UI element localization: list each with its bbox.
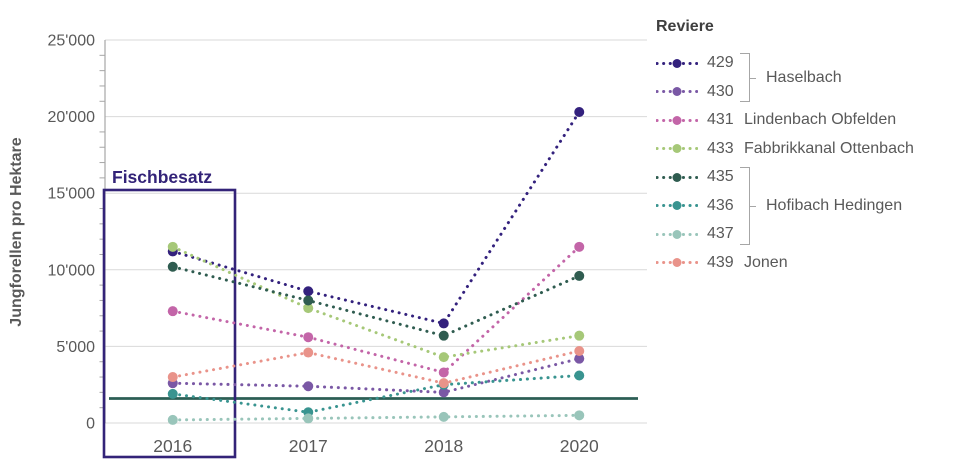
legend-swatch-icon bbox=[656, 87, 698, 97]
legend-item-433: 433 Fabbrikkanal Ottenbach bbox=[656, 135, 956, 164]
y-tick-label-0: 0 bbox=[86, 416, 95, 433]
series-line-437 bbox=[171, 413, 581, 422]
x-tick-label-2020: 2020 bbox=[560, 436, 599, 456]
legend-rows: 429 430 431 Lindenbach Obfelden 433 Fabbrikka… bbox=[656, 49, 956, 277]
point-433-2018 bbox=[438, 352, 449, 363]
legend-item-429: 429 bbox=[656, 49, 956, 78]
legend-item-id: 435 bbox=[707, 168, 734, 186]
point-429-2018 bbox=[438, 318, 449, 329]
legend-swatch-icon bbox=[656, 115, 698, 125]
point-439-2018 bbox=[438, 378, 449, 389]
legend-item-id: 437 bbox=[707, 225, 734, 243]
legend-bracket-nub-icon bbox=[749, 77, 756, 79]
legend-item-id: 431 bbox=[707, 111, 734, 129]
legend-item-435: 435 bbox=[656, 163, 956, 192]
y-tick-label-15000: 15'000 bbox=[47, 186, 95, 203]
point-430-2017 bbox=[303, 381, 314, 392]
legend-item-id: 430 bbox=[707, 82, 734, 100]
x-tick-label-2016: 2016 bbox=[153, 436, 192, 456]
point-431-2018 bbox=[438, 367, 449, 378]
legend-item-name: Lindenbach Obfelden bbox=[744, 111, 897, 129]
legend-item-436: 436 bbox=[656, 192, 956, 221]
point-436-2020 bbox=[574, 370, 585, 381]
point-431-2020 bbox=[574, 241, 585, 252]
point-437-2017 bbox=[303, 413, 314, 424]
point-437-2020 bbox=[574, 410, 585, 421]
legend-item-name: Fabbrikkanal Ottenbach bbox=[744, 139, 914, 157]
y-axis-title: Jungforellen pro Hektare bbox=[8, 137, 25, 327]
legend-group-haselbach: Haselbach bbox=[740, 53, 960, 102]
point-433-2016 bbox=[167, 241, 178, 252]
legend-swatch-icon bbox=[656, 144, 698, 154]
point-436-2016 bbox=[167, 388, 178, 399]
point-431-2016 bbox=[167, 306, 178, 317]
legend-swatch-icon bbox=[656, 172, 698, 182]
legend-swatch-icon bbox=[656, 58, 698, 68]
point-435-2018 bbox=[438, 330, 449, 341]
legend-item-id: 429 bbox=[707, 54, 734, 72]
point-430-2020 bbox=[574, 353, 585, 364]
series-line-431 bbox=[171, 245, 581, 375]
x-tick-label-2018: 2018 bbox=[424, 436, 463, 456]
point-429-2020 bbox=[574, 107, 585, 118]
y-tick-label-5000: 5'000 bbox=[56, 339, 95, 356]
y-tick-label-20000: 20'000 bbox=[47, 109, 95, 126]
point-439-2017 bbox=[303, 347, 314, 358]
point-439-2020 bbox=[574, 345, 585, 356]
legend-item-439: 439 Jonen bbox=[656, 249, 956, 278]
point-437-2018 bbox=[438, 411, 449, 422]
series-line-429 bbox=[171, 110, 581, 326]
legend-item-id: 436 bbox=[707, 196, 734, 214]
legend-swatch-icon bbox=[656, 201, 698, 211]
point-435-2020 bbox=[574, 270, 585, 281]
series-line-430 bbox=[171, 357, 581, 394]
legend-group-label: Haselbach bbox=[766, 68, 842, 86]
legend-item-name: Jonen bbox=[744, 253, 788, 271]
point-433-2020 bbox=[574, 330, 585, 341]
point-439-2016 bbox=[167, 372, 178, 383]
legend-group-hofibach-hedingen: Hofibach Hedingen bbox=[740, 167, 960, 245]
legend-swatch-icon bbox=[656, 229, 698, 239]
point-429-2017 bbox=[303, 286, 314, 297]
y-tick-label-25000: 25'000 bbox=[47, 33, 95, 50]
point-430-2018 bbox=[438, 387, 449, 398]
legend-title: Reviere bbox=[656, 18, 714, 35]
legend-item-431: 431 Lindenbach Obfelden bbox=[656, 106, 956, 135]
legend-item-437: 437 bbox=[656, 220, 956, 249]
legend-swatch-icon bbox=[656, 258, 698, 268]
series-line-436 bbox=[171, 374, 581, 414]
point-435-2016 bbox=[167, 261, 178, 272]
point-435-2017 bbox=[303, 295, 314, 306]
legend: Reviere 429 430 431 Lindenbach Obfelden 433 F… bbox=[656, 18, 956, 277]
series-line-433 bbox=[171, 245, 581, 359]
legend-bracket-nub-icon bbox=[749, 205, 756, 207]
series-line-439 bbox=[171, 349, 581, 385]
legend-item-id: 433 bbox=[707, 139, 734, 157]
series-line-435 bbox=[171, 265, 581, 338]
point-431-2017 bbox=[303, 332, 314, 343]
y-tick-label-10000: 10'000 bbox=[47, 262, 95, 279]
x-tick-label-2017: 2017 bbox=[289, 436, 328, 456]
annotation-label: Fischbesatz bbox=[112, 167, 212, 187]
point-437-2016 bbox=[167, 414, 178, 425]
legend-group-label: Hofibach Hedingen bbox=[766, 196, 903, 214]
point-433-2017 bbox=[303, 303, 314, 314]
legend-item-id: 439 bbox=[707, 253, 734, 271]
legend-item-430: 430 bbox=[656, 78, 956, 107]
